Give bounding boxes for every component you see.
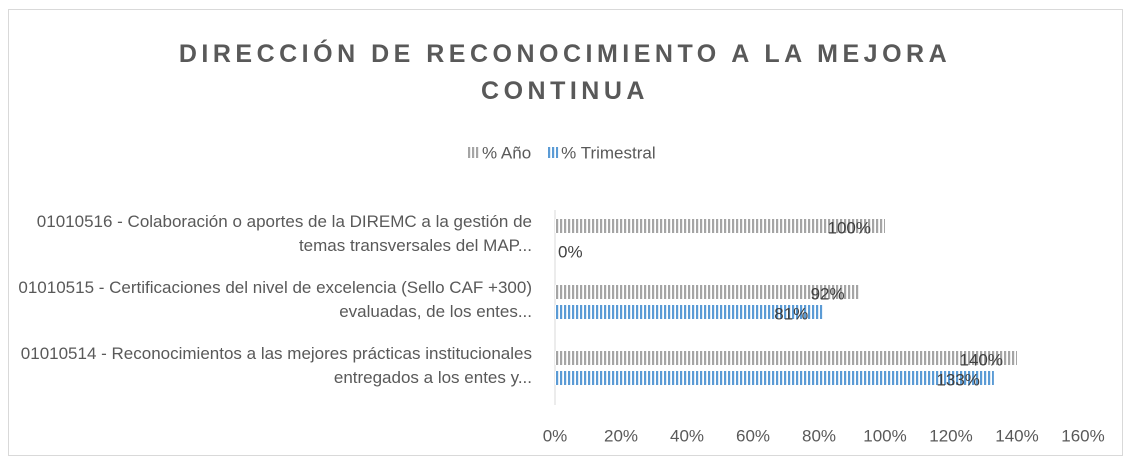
value-label: 81% (774, 304, 808, 323)
category-label: 01010514 - Reconocimientos a las mejores… (20, 344, 532, 387)
x-tick-label: 100% (863, 426, 906, 445)
x-tick-label: 20% (604, 426, 638, 445)
x-tick-label: 160% (1061, 426, 1104, 445)
x-tick-label: 40% (670, 426, 704, 445)
bar (555, 305, 823, 319)
legend-swatch (468, 147, 479, 158)
bar (555, 285, 859, 299)
value-label: 0% (558, 242, 583, 261)
value-label: 92% (811, 284, 845, 303)
x-tick-label: 140% (995, 426, 1038, 445)
legend-label: % Año (482, 143, 531, 162)
legend-label: % Trimestral (561, 143, 655, 162)
value-label: 133% (936, 370, 979, 389)
x-tick-label: 0% (543, 426, 568, 445)
x-tick-label: 120% (929, 426, 972, 445)
bar (555, 219, 885, 233)
bar (555, 371, 994, 385)
chart-title: DIRECCIÓN DE RECONOCIMIENTO A LA MEJORA … (178, 40, 952, 105)
bar (555, 351, 1017, 365)
x-tick-label: 60% (736, 426, 770, 445)
value-label: 100% (828, 218, 871, 237)
legend-swatch (547, 147, 559, 158)
x-tick-label: 80% (802, 426, 836, 445)
value-label: 140% (960, 350, 1003, 369)
chart-border (8, 9, 1123, 456)
category-label: 01010515 - Certificaciones del nivel de … (18, 278, 532, 321)
category-label: 01010516 - Colaboración o aportes de la … (36, 212, 532, 255)
